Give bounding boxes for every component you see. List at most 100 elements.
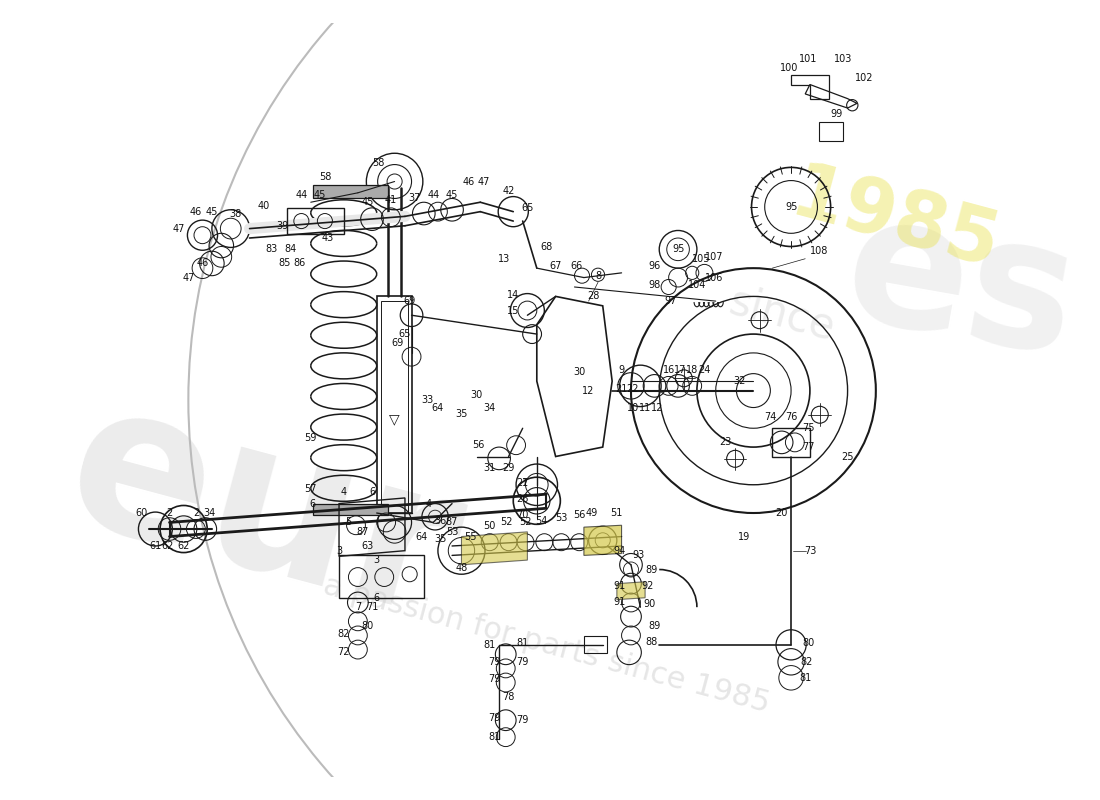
Text: 57: 57 bbox=[305, 485, 317, 494]
Text: 46: 46 bbox=[197, 258, 209, 269]
Text: 45: 45 bbox=[361, 198, 374, 207]
Text: 30: 30 bbox=[573, 366, 585, 377]
Text: 12: 12 bbox=[582, 386, 595, 395]
Text: 51: 51 bbox=[610, 508, 623, 518]
Text: 67: 67 bbox=[550, 262, 562, 271]
Text: 25: 25 bbox=[842, 451, 854, 462]
Text: 87: 87 bbox=[356, 527, 369, 537]
Text: 81: 81 bbox=[488, 732, 501, 742]
Text: 41: 41 bbox=[385, 195, 397, 206]
Text: 77: 77 bbox=[802, 442, 814, 452]
Text: 15: 15 bbox=[507, 306, 519, 315]
Text: 35: 35 bbox=[434, 534, 447, 544]
Text: 23: 23 bbox=[719, 438, 732, 447]
Polygon shape bbox=[584, 526, 621, 555]
Text: 56: 56 bbox=[573, 510, 585, 520]
Text: 71: 71 bbox=[366, 602, 378, 612]
Bar bbox=[287, 208, 343, 234]
Text: 98: 98 bbox=[648, 280, 661, 290]
Text: 27: 27 bbox=[516, 478, 529, 488]
Text: 75: 75 bbox=[802, 423, 814, 434]
Bar bbox=[376, 297, 412, 513]
Text: 47: 47 bbox=[173, 223, 185, 234]
Text: a passion for parts since 1985: a passion for parts since 1985 bbox=[320, 571, 772, 718]
Text: 103: 103 bbox=[834, 54, 852, 64]
Text: 82: 82 bbox=[338, 629, 350, 638]
Text: 58: 58 bbox=[373, 158, 385, 168]
Text: 81: 81 bbox=[484, 640, 496, 650]
Text: 2: 2 bbox=[192, 508, 199, 518]
Text: 101: 101 bbox=[799, 54, 817, 64]
Text: 79: 79 bbox=[488, 657, 501, 667]
Text: es: es bbox=[833, 180, 1089, 394]
Text: 53: 53 bbox=[556, 513, 568, 522]
Text: 39: 39 bbox=[276, 221, 288, 230]
Text: 53: 53 bbox=[446, 527, 459, 537]
Text: 21: 21 bbox=[615, 384, 628, 394]
Text: 80: 80 bbox=[802, 638, 814, 648]
Text: 35: 35 bbox=[455, 409, 468, 419]
Text: since: since bbox=[724, 281, 839, 350]
Text: 32: 32 bbox=[733, 376, 746, 386]
Text: 46: 46 bbox=[190, 206, 202, 217]
Bar bbox=[584, 636, 607, 654]
Text: 96: 96 bbox=[648, 262, 661, 271]
Text: 64: 64 bbox=[416, 531, 428, 542]
Text: 89: 89 bbox=[646, 565, 658, 574]
Text: 12: 12 bbox=[651, 402, 663, 413]
Text: 45: 45 bbox=[314, 190, 327, 200]
Text: 1: 1 bbox=[522, 478, 529, 488]
Text: 70: 70 bbox=[517, 510, 529, 520]
Text: 97: 97 bbox=[664, 296, 676, 306]
Text: 4: 4 bbox=[426, 498, 431, 509]
Text: ▽: ▽ bbox=[389, 412, 400, 426]
Text: 91: 91 bbox=[614, 582, 626, 591]
Text: 46: 46 bbox=[463, 177, 475, 186]
Text: 6: 6 bbox=[309, 498, 316, 509]
Text: 28: 28 bbox=[587, 291, 600, 302]
Text: 42: 42 bbox=[503, 186, 515, 196]
Text: 89: 89 bbox=[648, 621, 661, 631]
Text: 60: 60 bbox=[135, 508, 147, 518]
Text: 80: 80 bbox=[361, 621, 373, 631]
Text: 7: 7 bbox=[354, 602, 361, 612]
Text: eur: eur bbox=[48, 365, 480, 662]
Text: 79: 79 bbox=[517, 715, 529, 725]
Text: 56: 56 bbox=[472, 440, 485, 450]
Text: 85: 85 bbox=[278, 258, 290, 269]
Text: 20: 20 bbox=[776, 508, 788, 518]
Text: 13: 13 bbox=[497, 254, 510, 264]
Text: 90: 90 bbox=[644, 599, 656, 610]
Text: 62: 62 bbox=[162, 541, 174, 551]
Text: 44: 44 bbox=[427, 190, 439, 200]
Polygon shape bbox=[462, 532, 527, 565]
Text: 14: 14 bbox=[507, 290, 519, 299]
Text: 3: 3 bbox=[374, 555, 379, 565]
Text: 29: 29 bbox=[503, 463, 515, 473]
Text: 63: 63 bbox=[361, 541, 373, 551]
Bar bbox=[312, 503, 388, 515]
Text: 59: 59 bbox=[305, 433, 317, 442]
Text: 68: 68 bbox=[540, 242, 552, 253]
Text: 8: 8 bbox=[595, 270, 601, 281]
Text: 99: 99 bbox=[830, 109, 843, 118]
Text: 95: 95 bbox=[785, 202, 798, 212]
Text: 2: 2 bbox=[166, 508, 173, 518]
Text: 18: 18 bbox=[686, 365, 698, 375]
Text: 19: 19 bbox=[738, 531, 750, 542]
Text: 107: 107 bbox=[705, 252, 723, 262]
Text: 6: 6 bbox=[368, 487, 375, 498]
Text: 31: 31 bbox=[484, 463, 496, 473]
Text: 79: 79 bbox=[517, 657, 529, 667]
Text: 104: 104 bbox=[688, 280, 706, 290]
Text: 43: 43 bbox=[321, 233, 334, 243]
Text: 52: 52 bbox=[519, 518, 531, 527]
Text: 50: 50 bbox=[484, 521, 496, 531]
Text: 24: 24 bbox=[698, 365, 711, 375]
Text: 87: 87 bbox=[446, 518, 459, 527]
Text: 30: 30 bbox=[471, 390, 483, 400]
Text: 55: 55 bbox=[464, 531, 477, 542]
Bar bbox=[382, 301, 408, 513]
Text: 65: 65 bbox=[521, 203, 534, 213]
Text: 45: 45 bbox=[446, 190, 459, 200]
